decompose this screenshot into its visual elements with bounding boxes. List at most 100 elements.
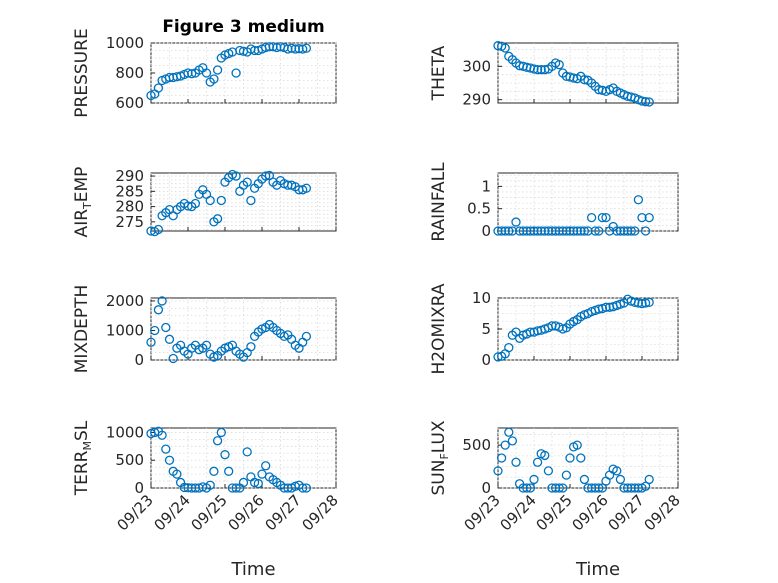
data-point: [301, 43, 312, 53]
data-point: [590, 226, 600, 236]
data-point: [500, 43, 510, 53]
data-point: [640, 298, 651, 308]
data-point: [161, 322, 171, 333]
data-point: [500, 440, 510, 450]
data-point: [525, 327, 536, 337]
data-point: [583, 483, 593, 493]
data-point: [644, 212, 654, 223]
data-point: [249, 477, 260, 488]
panel-terr-msl: 0 500 1000 TERRMSL 09/2309/2409/2509/2609/27…: [72, 420, 342, 580]
data-point: [190, 198, 201, 209]
chart-title: Figure 3 medium: [162, 17, 324, 37]
y-axis-label-part: H2OMIXRA: [429, 283, 449, 374]
data-point: [597, 85, 608, 95]
data-point: [153, 83, 164, 93]
data-point: [637, 298, 647, 309]
y-axis-label-part: PRESSURE: [72, 28, 92, 117]
x-tick-label: 09/23: [114, 491, 157, 534]
data-point: [231, 483, 241, 493]
y-axis-label: AIRTEMP: [72, 167, 94, 238]
y-tick-label: 290: [115, 167, 144, 185]
y-axis-label: SUNFLUX: [429, 420, 451, 495]
data-point: [529, 226, 539, 236]
data-point: [619, 483, 629, 493]
y-tick-label: 275: [115, 213, 144, 231]
y-axis-label: THETA: [429, 45, 449, 101]
data-point: [561, 226, 572, 236]
data-point: [153, 224, 164, 235]
data-point: [554, 483, 564, 493]
data-point: [554, 60, 564, 70]
data-point: [157, 430, 167, 440]
y-tick-label: 2000: [106, 292, 144, 310]
y-axis-label-part: THETA: [429, 45, 449, 101]
x-tick-label: 09/26: [225, 491, 268, 534]
data-point: [209, 74, 219, 84]
data-point: [601, 302, 611, 312]
y-tick-label: 1000: [106, 34, 144, 52]
data-point: [644, 97, 654, 107]
y-tick-label: 0: [134, 479, 144, 497]
data-point: [536, 65, 546, 75]
data-point: [619, 226, 629, 236]
data-point: [493, 226, 503, 236]
data-point: [493, 466, 503, 476]
y-axis-label-part: SUN: [429, 460, 449, 496]
data-point: [633, 298, 644, 308]
y-axis-label-part: EMP: [72, 167, 92, 203]
y-axis-label: PRESSURE: [72, 28, 92, 117]
y-tick-label: 10: [472, 289, 491, 307]
x-axis-label: Time: [230, 559, 275, 580]
y-axis-label-part: SL: [72, 420, 92, 441]
y-tick-label: 600: [115, 94, 144, 112]
data-point: [529, 64, 539, 74]
data-point: [644, 297, 654, 307]
data-point: [540, 450, 550, 461]
y-tick-label: 1000: [106, 321, 144, 339]
data-point: [220, 450, 230, 460]
data-point: [504, 226, 514, 236]
data-point: [507, 436, 518, 446]
y-axis-label-subscript: M: [81, 441, 94, 451]
x-tick-label: 09/24: [497, 491, 540, 534]
data-point: [572, 226, 582, 236]
data-point: [518, 226, 528, 236]
data-point: [187, 69, 197, 79]
data-point: [253, 478, 263, 489]
y-axis-label-subscript: T: [81, 202, 94, 210]
y-axis-label-part: RAINFALL: [429, 162, 449, 242]
y-tick-label: 280: [115, 198, 144, 216]
y-tick-label: 1: [481, 177, 491, 195]
data-point: [507, 226, 518, 236]
plot-area: [497, 42, 679, 104]
data-point: [525, 483, 536, 493]
data-point: [601, 212, 611, 223]
y-tick-label: 0.5: [467, 200, 491, 218]
data-point: [586, 483, 597, 493]
data-point: [301, 331, 312, 342]
data-point: [522, 483, 532, 493]
data-point: [496, 453, 507, 463]
data-point: [164, 334, 175, 344]
data-point: [640, 97, 651, 107]
x-tick-label: 09/26: [569, 491, 612, 534]
data-point: [157, 296, 167, 306]
data-point: [558, 483, 568, 493]
data-point: [504, 342, 514, 353]
panel-theta: 290 300 THETA: [429, 41, 679, 109]
data-point: [242, 447, 252, 457]
data-point: [626, 226, 636, 236]
data-point: [246, 195, 256, 206]
y-axis-label: H2OMIXRA: [429, 283, 449, 374]
x-tick-label: 09/27: [262, 491, 305, 534]
data-point: [637, 212, 647, 223]
data-point: [231, 68, 241, 78]
data-point: [630, 226, 640, 236]
y-tick-label: 0: [481, 222, 491, 240]
data-point: [590, 483, 600, 493]
data-point: [301, 483, 312, 493]
data-point: [298, 44, 308, 54]
x-tick-label: 09/28: [641, 491, 684, 534]
data-point: [201, 340, 212, 350]
y-tick-label: 285: [115, 182, 144, 200]
